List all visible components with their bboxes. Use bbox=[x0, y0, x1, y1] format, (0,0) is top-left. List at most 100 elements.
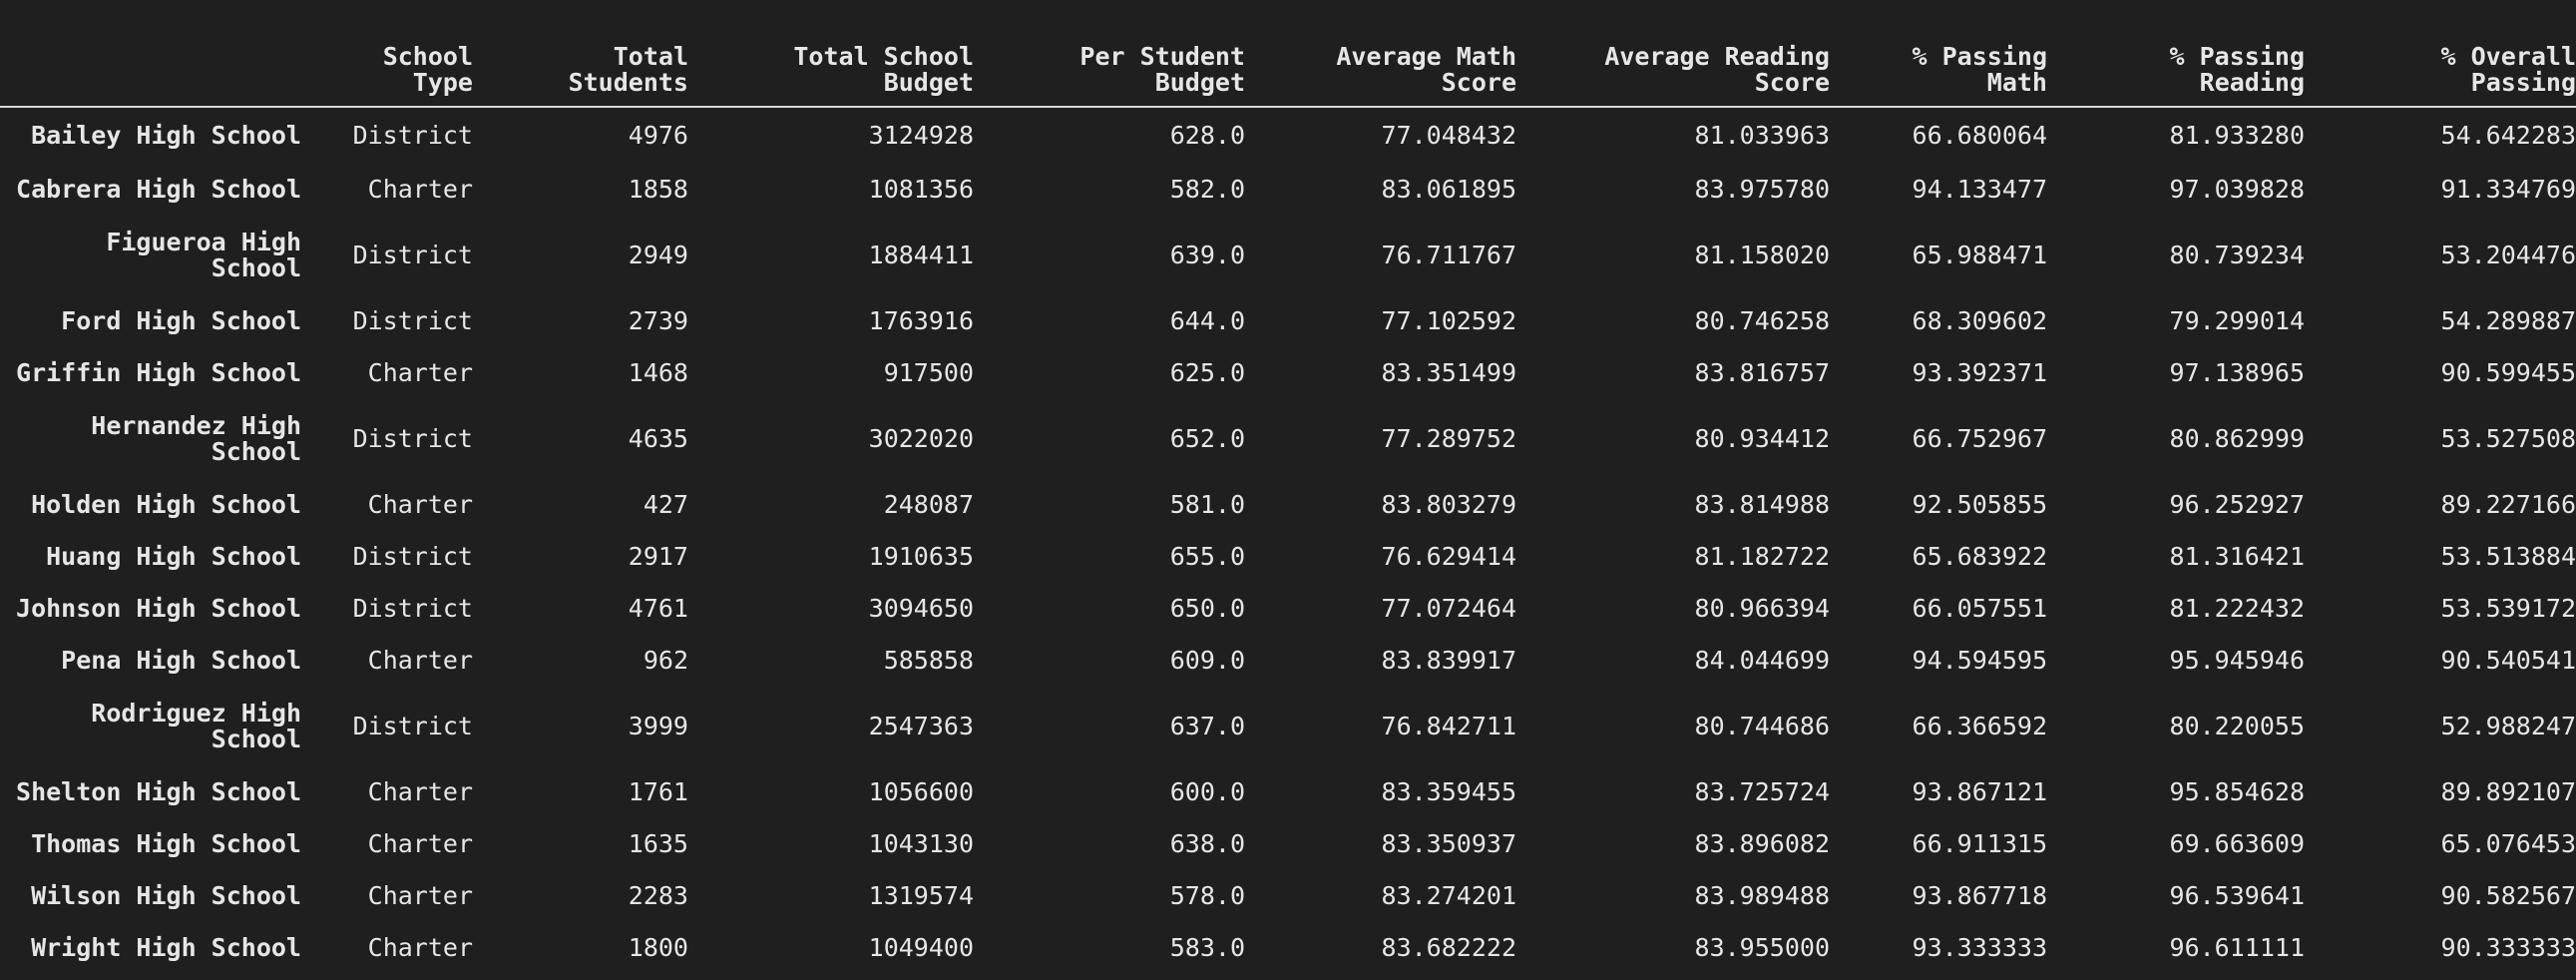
school-summary-table: School Type Total Students Total School Budge… bbox=[0, 44, 2576, 974]
school-type-cell: Charter bbox=[367, 646, 473, 675]
avg-math-cell: 76.711767 bbox=[1381, 241, 1516, 269]
passing-math-cell: 66.680064 bbox=[1912, 121, 2047, 150]
overall-passing-cell: 90.599455 bbox=[2440, 358, 2576, 387]
passing-math-cell: 93.392371 bbox=[1912, 358, 2047, 387]
total-budget-cell: 1056600 bbox=[868, 777, 974, 806]
school-name-line: Shelton High School bbox=[16, 777, 301, 806]
header-line: % Overall bbox=[2440, 42, 2576, 71]
avg-reading-cell: 83.955000 bbox=[1694, 933, 1830, 962]
passing-reading-cell: 80.862999 bbox=[2169, 424, 2305, 453]
avg-math-cell: 76.629414 bbox=[1381, 542, 1516, 571]
total-students-cell: 4635 bbox=[628, 424, 688, 453]
per-student-budget-cell: 650.0 bbox=[1169, 594, 1245, 623]
school-name-cell: Rodriguez High School bbox=[0, 687, 301, 766]
avg-math-cell: 83.351499 bbox=[1381, 358, 1516, 387]
table-row: Thomas High School Charter 1635 1043130 638.… bbox=[0, 818, 2576, 870]
header-line: % Passing bbox=[2169, 42, 2305, 71]
table-row: Huang High School District 2917 1910635 655.… bbox=[0, 531, 2576, 583]
avg-math-cell: 83.682222 bbox=[1381, 933, 1516, 962]
school-name-cell: Wilson High School bbox=[0, 870, 301, 922]
per-student-budget-cell: 652.0 bbox=[1169, 424, 1245, 453]
school-name-cell: Cabrera High School bbox=[0, 164, 301, 216]
per-student-budget-cell: 655.0 bbox=[1169, 542, 1245, 571]
passing-math-cell: 68.309602 bbox=[1912, 306, 2047, 335]
overall-passing-cell: 54.289887 bbox=[2440, 306, 2576, 335]
total-students-cell: 1761 bbox=[628, 777, 688, 806]
school-name-cell: Hernandez High School bbox=[0, 399, 301, 479]
total-students-cell: 427 bbox=[643, 490, 688, 519]
passing-reading-cell: 80.220055 bbox=[2169, 712, 2305, 740]
school-type-cell: Charter bbox=[367, 358, 473, 387]
passing-math-cell: 66.366592 bbox=[1912, 712, 2047, 740]
overall-passing-cell: 91.334769 bbox=[2440, 175, 2576, 204]
passing-reading-cell: 96.539641 bbox=[2169, 881, 2305, 910]
header-line: Students bbox=[568, 68, 688, 97]
overall-passing-header: % Overall Passing bbox=[2305, 44, 2576, 107]
school-name-line: Hernandez High bbox=[91, 411, 301, 440]
header-line: Total School bbox=[793, 42, 974, 71]
header-line: Per Student bbox=[1079, 42, 1245, 71]
overall-passing-cell: 90.582567 bbox=[2440, 881, 2576, 910]
total-budget-cell: 1884411 bbox=[868, 241, 974, 269]
table-row: Bailey High School District 4976 3124928 628… bbox=[0, 107, 2576, 164]
school-type-cell: Charter bbox=[367, 490, 473, 519]
overall-passing-cell: 89.227166 bbox=[2440, 490, 2576, 519]
total-budget-cell: 1319574 bbox=[868, 881, 974, 910]
avg-math-cell: 77.072464 bbox=[1381, 594, 1516, 623]
index-header bbox=[0, 44, 301, 107]
table-header: School Type Total Students Total School Budge… bbox=[0, 44, 2576, 107]
overall-passing-cell: 90.540541 bbox=[2440, 646, 2576, 675]
header-line: Average Math bbox=[1336, 42, 1516, 71]
passing-math-cell: 66.752967 bbox=[1912, 424, 2047, 453]
school-type-cell: Charter bbox=[367, 881, 473, 910]
passing-reading-header: % Passing Reading bbox=[2047, 44, 2305, 107]
header-line: School bbox=[382, 42, 473, 71]
avg-math-cell: 83.359455 bbox=[1381, 777, 1516, 806]
avg-reading-cell: 84.044699 bbox=[1694, 646, 1830, 675]
passing-reading-cell: 97.138965 bbox=[2169, 358, 2305, 387]
total-students-cell: 1635 bbox=[628, 829, 688, 858]
passing-reading-cell: 81.222432 bbox=[2169, 594, 2305, 623]
overall-passing-cell: 53.539172 bbox=[2440, 594, 2576, 623]
school-name-cell: Wright High School bbox=[0, 922, 301, 974]
table-row: Griffin High School Charter 1468 917500 625.… bbox=[0, 347, 2576, 399]
per-student-budget-cell: 582.0 bbox=[1169, 175, 1245, 204]
overall-passing-cell: 65.076453 bbox=[2440, 829, 2576, 858]
avg-reading-header: Average Reading Score bbox=[1516, 44, 1830, 107]
school-name-cell: Johnson High School bbox=[0, 583, 301, 635]
table-row: Wright High School Charter 1800 1049400 583.… bbox=[0, 922, 2576, 974]
passing-reading-cell: 80.739234 bbox=[2169, 241, 2305, 269]
total-students-cell: 2739 bbox=[628, 306, 688, 335]
school-type-cell: Charter bbox=[367, 777, 473, 806]
school-name-cell: Figueroa High School bbox=[0, 216, 301, 295]
per-student-budget-cell: 600.0 bbox=[1169, 777, 1245, 806]
total-students-cell: 4761 bbox=[628, 594, 688, 623]
avg-math-cell: 83.274201 bbox=[1381, 881, 1516, 910]
avg-reading-cell: 80.934412 bbox=[1694, 424, 1830, 453]
school-name-cell: Shelton High School bbox=[0, 766, 301, 818]
avg-math-cell: 77.048432 bbox=[1381, 121, 1516, 150]
passing-reading-cell: 96.252927 bbox=[2169, 490, 2305, 519]
overall-passing-cell: 52.988247 bbox=[2440, 712, 2576, 740]
total-students-cell: 1858 bbox=[628, 175, 688, 204]
header-line: Budget bbox=[1154, 68, 1245, 97]
passing-reading-cell: 95.854628 bbox=[2169, 777, 2305, 806]
school-name-cell: Griffin High School bbox=[0, 347, 301, 399]
per-student-budget-cell: 628.0 bbox=[1169, 121, 1245, 150]
school-name-line: Thomas High School bbox=[31, 829, 301, 858]
table-row: Figueroa High School District 2949 1884411 63… bbox=[0, 216, 2576, 295]
avg-math-cell: 77.102592 bbox=[1381, 306, 1516, 335]
per-student-budget-cell: 578.0 bbox=[1169, 881, 1245, 910]
total-students-cell: 2283 bbox=[628, 881, 688, 910]
table-row: Rodriguez High School District 3999 2547363 6… bbox=[0, 687, 2576, 766]
per-student-budget-cell: 644.0 bbox=[1169, 306, 1245, 335]
avg-reading-cell: 83.814988 bbox=[1694, 490, 1830, 519]
total-budget-cell: 1049400 bbox=[868, 933, 974, 962]
overall-passing-cell: 53.527508 bbox=[2440, 424, 2576, 453]
school-type-cell: District bbox=[352, 712, 473, 740]
header-line: Total bbox=[613, 42, 688, 71]
passing-reading-cell: 79.299014 bbox=[2169, 306, 2305, 335]
passing-math-cell: 93.333333 bbox=[1912, 933, 2047, 962]
avg-math-cell: 76.842711 bbox=[1381, 712, 1516, 740]
